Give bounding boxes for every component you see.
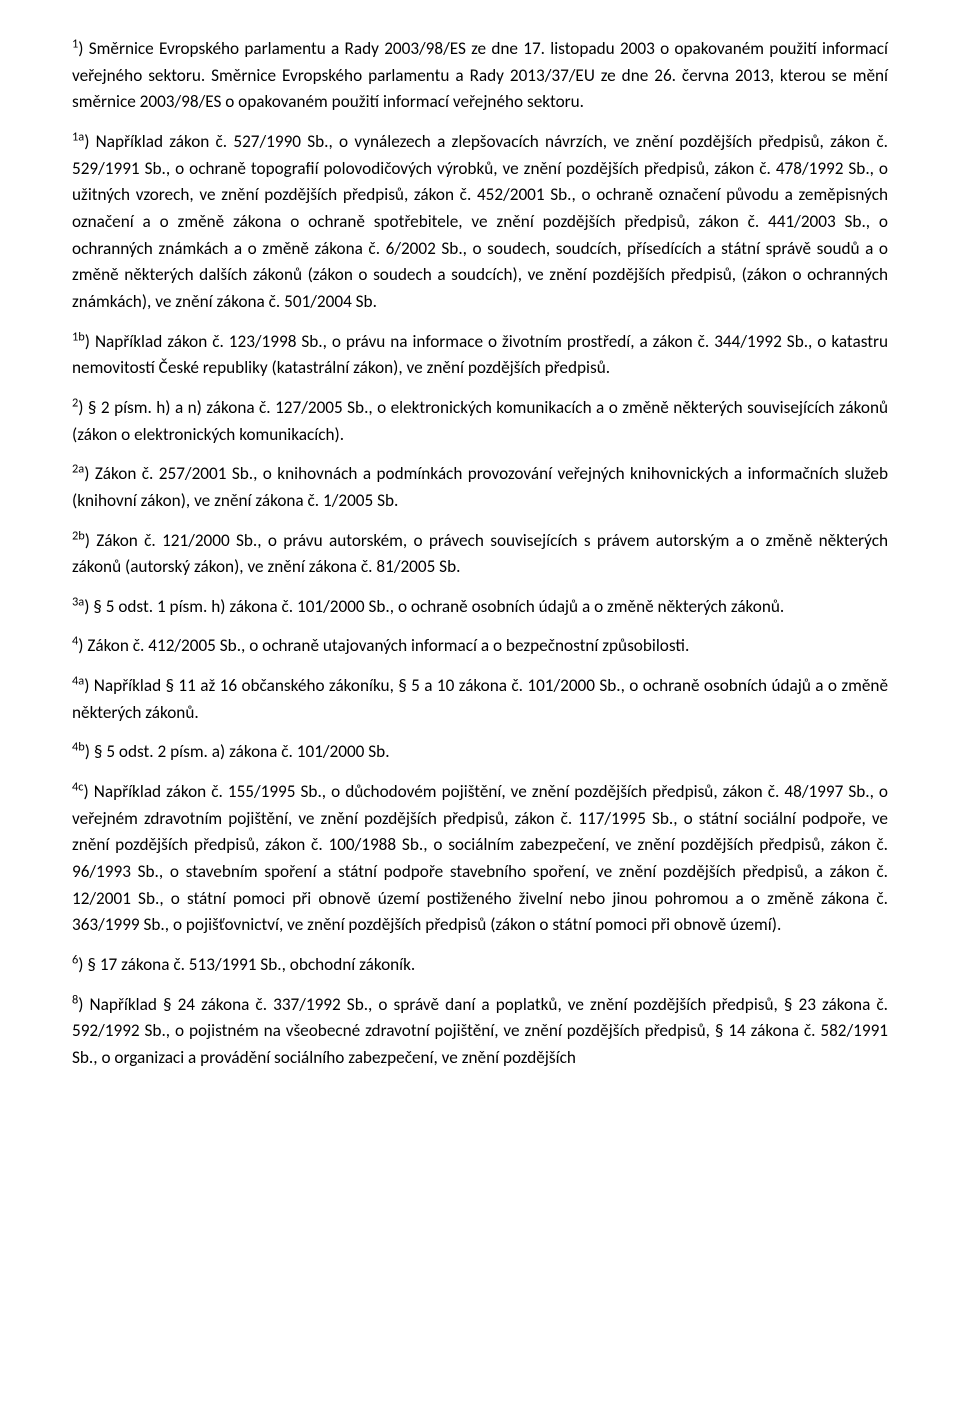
- footnote-text: ) Například zákon č. 123/1998 Sb., o prá…: [72, 331, 888, 379]
- footnote-paragraph: 1) Směrnice Evropského parlamentu a Rady…: [72, 36, 888, 116]
- footnote-text: ) Zákon č. 257/2001 Sb., o knihovnách a …: [72, 463, 888, 511]
- footnote-text: ) Zákon č. 121/2000 Sb., o právu autorsk…: [72, 530, 888, 578]
- footnote-text: ) Směrnice Evropského parlamentu a Rady …: [72, 38, 888, 112]
- footnote-text: ) Například § 11 až 16 občanského zákoní…: [72, 675, 888, 723]
- footnote-text: ) § 5 odst. 1 písm. h) zákona č. 101/200…: [84, 596, 784, 617]
- footnote-text: ) Například zákon č. 527/1990 Sb., o vyn…: [72, 131, 888, 312]
- footnote-text: ) Například § 24 zákona č. 337/1992 Sb.,…: [72, 994, 888, 1068]
- footnote-text: ) Zákon č. 412/2005 Sb., o ochraně utajo…: [78, 635, 689, 656]
- footnote-marker: 4b: [72, 740, 85, 755]
- footnote-marker: 3a: [72, 594, 84, 609]
- footnote-marker: 4a: [72, 673, 84, 688]
- document-body: 1) Směrnice Evropského parlamentu a Rady…: [72, 36, 888, 1072]
- footnote-text: ) § 5 odst. 2 písm. a) zákona č. 101/200…: [85, 741, 390, 762]
- footnote-paragraph: 2) § 2 písm. h) a n) zákona č. 127/2005 …: [72, 395, 888, 448]
- footnote-paragraph: 2a) Zákon č. 257/2001 Sb., o knihovnách …: [72, 461, 888, 514]
- footnote-paragraph: 4b) § 5 odst. 2 písm. a) zákona č. 101/2…: [72, 739, 888, 766]
- footnote-paragraph: 6) § 17 zákona č. 513/1991 Sb., obchodní…: [72, 952, 888, 979]
- footnote-paragraph: 3a) § 5 odst. 1 písm. h) zákona č. 101/2…: [72, 594, 888, 621]
- footnote-paragraph: 2b) Zákon č. 121/2000 Sb., o právu autor…: [72, 528, 888, 581]
- footnote-paragraph: 4c) Například zákon č. 155/1995 Sb., o d…: [72, 779, 888, 939]
- footnote-paragraph: 1a) Například zákon č. 527/1990 Sb., o v…: [72, 129, 888, 316]
- footnote-paragraph: 1b) Například zákon č. 123/1998 Sb., o p…: [72, 329, 888, 382]
- footnote-paragraph: 4a) Například § 11 až 16 občanského záko…: [72, 673, 888, 726]
- footnote-text: ) Například zákon č. 155/1995 Sb., o důc…: [72, 781, 888, 935]
- footnote-marker: 2a: [72, 461, 84, 476]
- footnote-paragraph: 8) Například § 24 zákona č. 337/1992 Sb.…: [72, 992, 888, 1072]
- footnote-marker: 1b: [72, 329, 85, 344]
- footnote-marker: 2b: [72, 528, 85, 543]
- footnote-text: ) § 17 zákona č. 513/1991 Sb., obchodní …: [78, 954, 415, 975]
- footnote-marker: 1a: [72, 129, 84, 144]
- footnote-marker: 4c: [72, 779, 84, 794]
- footnote-text: ) § 2 písm. h) a n) zákona č. 127/2005 S…: [72, 397, 888, 445]
- footnote-paragraph: 4) Zákon č. 412/2005 Sb., o ochraně utaj…: [72, 633, 888, 660]
